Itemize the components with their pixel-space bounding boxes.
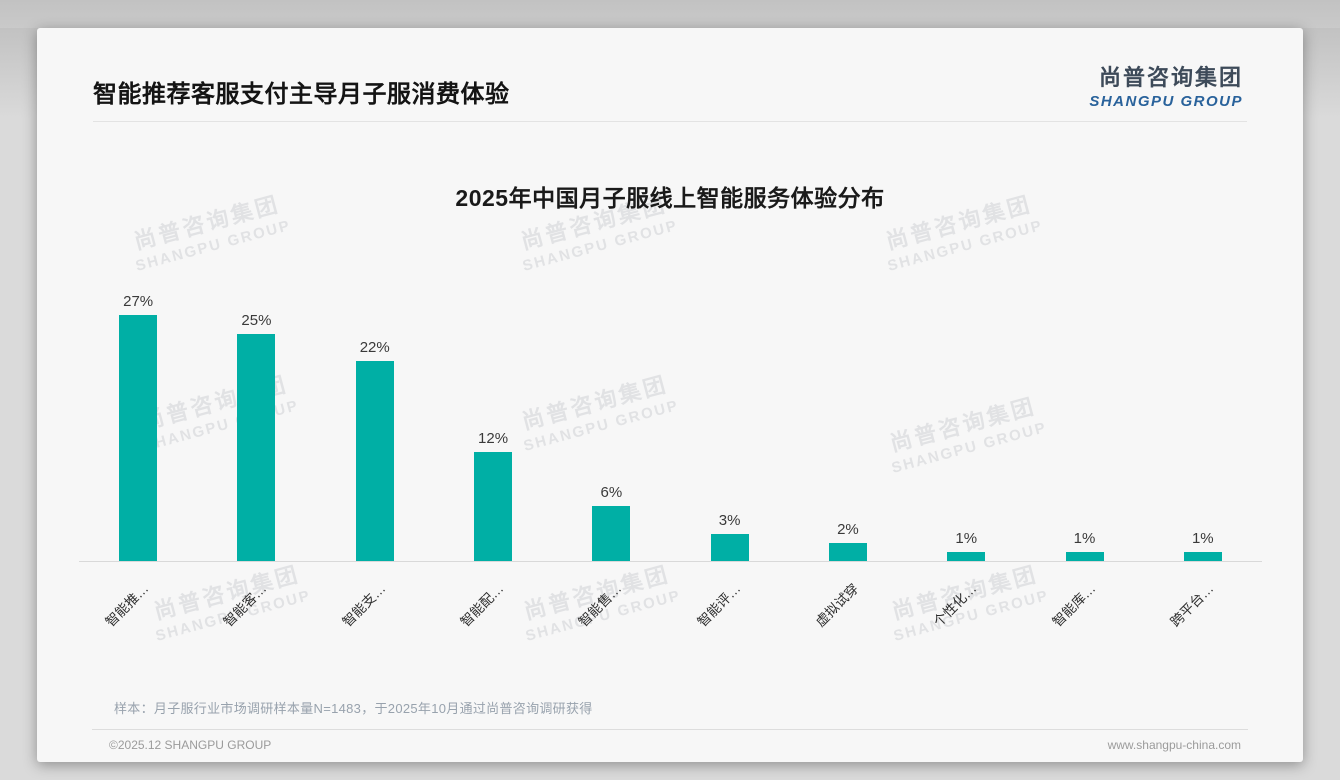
bar-slot: 27% <box>79 293 197 561</box>
bar-value-label: 25% <box>241 311 272 329</box>
bar <box>119 315 158 561</box>
bar-slot: 25% <box>197 311 315 561</box>
x-axis-label: 智能支… <box>339 580 389 630</box>
bar-value-label: 1% <box>955 529 978 547</box>
bar-chart-plot-area: 27% 25% 22% 12% 6% 3% 2% 1% 1% 1% <box>79 293 1262 562</box>
x-axis-label: 智能客… <box>221 580 270 630</box>
bar <box>1065 551 1104 561</box>
x-axis-label-slot: 智能客… <box>197 562 315 662</box>
slide-card: 尚普咨询集团 SHANGPU GROUP 尚普咨询集团 SHANGPU GROUP 尚普… <box>37 28 1303 762</box>
website-url: www.shangpu-china.com <box>1107 738 1241 752</box>
x-axis-label-slot: 虚拟试穿 <box>789 562 907 662</box>
chart-title: 2025年中国月子服线上智能服务体验分布 <box>455 185 885 211</box>
bar-value-label: 1% <box>1191 529 1214 547</box>
bar-slot: 22% <box>316 339 434 561</box>
logo-chinese-name: 尚普咨询集团 <box>1098 65 1243 90</box>
x-axis-label: 个性化… <box>930 580 980 630</box>
sample-footnote: 样本：月子服行业市场调研样本量N=1483，于2025年10月通过尚普咨询调研获… <box>114 701 593 716</box>
copyright-text: ©2025.12 SHANGPU GROUP <box>109 738 272 752</box>
bar-value-label: 6% <box>600 484 623 502</box>
slide-header: 智能推荐客服支付主导月子服消费体验 尚普咨询集团 SHANGPU GROUP <box>37 28 1303 110</box>
x-axis-label: 智能评… <box>694 580 744 630</box>
bar-value-label: 2% <box>837 520 859 538</box>
bar-slot: 1% <box>907 530 1025 561</box>
bar-slot: 12% <box>434 430 552 561</box>
x-axis-label-slot: 个性化… <box>907 562 1025 662</box>
x-axis-label-slot: 智能库… <box>1025 562 1143 662</box>
x-axis-label-slot: 跨平台… <box>1144 562 1262 662</box>
footer-divider <box>92 729 1248 730</box>
bar <box>474 451 513 561</box>
bar-slot: 1% <box>1025 530 1143 561</box>
bar <box>947 551 986 561</box>
bar <box>710 533 749 561</box>
x-axis-label-slot: 智能支… <box>316 562 434 662</box>
bar-slot: 3% <box>670 512 788 561</box>
page-title: 智能推荐客服支付主导月子服消费体验 <box>93 81 510 108</box>
footer-bar: ©2025.12 SHANGPU GROUP www.shangpu-china… <box>37 730 1303 752</box>
bar <box>828 542 867 561</box>
x-axis-labels: 智能推… 智能客… 智能支… 智能配… 智能售… 智能评… 虚拟试穿 个性化… 智能库… 跨平台… <box>79 562 1262 662</box>
logo-english-name: SHANGPU GROUP <box>1089 93 1243 110</box>
bar-slot: 1% <box>1144 530 1262 561</box>
x-axis-label: 智能库… <box>1049 580 1098 630</box>
header-divider <box>93 121 1247 122</box>
x-axis-label: 智能推… <box>102 580 152 630</box>
company-logo: 尚普咨询集团 SHANGPU GROUP <box>1089 60 1243 110</box>
x-axis-label: 虚拟试穿 <box>812 580 862 630</box>
bar-value-label: 12% <box>478 429 509 447</box>
x-axis-label-slot: 智能配… <box>434 562 552 662</box>
x-axis-label: 跨平台… <box>1167 580 1217 630</box>
x-axis-label-slot: 智能评… <box>670 562 788 662</box>
bar-value-label: 27% <box>123 293 154 311</box>
bar <box>355 360 394 561</box>
bar-slot: 6% <box>552 484 670 561</box>
bar-value-label: 22% <box>359 338 390 356</box>
bar <box>592 506 631 561</box>
bar-value-label: 3% <box>718 511 741 529</box>
bar-slot: 2% <box>789 521 907 561</box>
x-axis-label-slot: 智能推… <box>79 562 197 662</box>
bar <box>237 333 276 561</box>
x-axis-label-slot: 智能售… <box>552 562 670 662</box>
bar <box>1183 551 1222 561</box>
bar-value-label: 1% <box>1073 529 1096 547</box>
x-axis-label: 智能售… <box>575 580 625 630</box>
x-axis-label: 智能配… <box>457 580 507 630</box>
